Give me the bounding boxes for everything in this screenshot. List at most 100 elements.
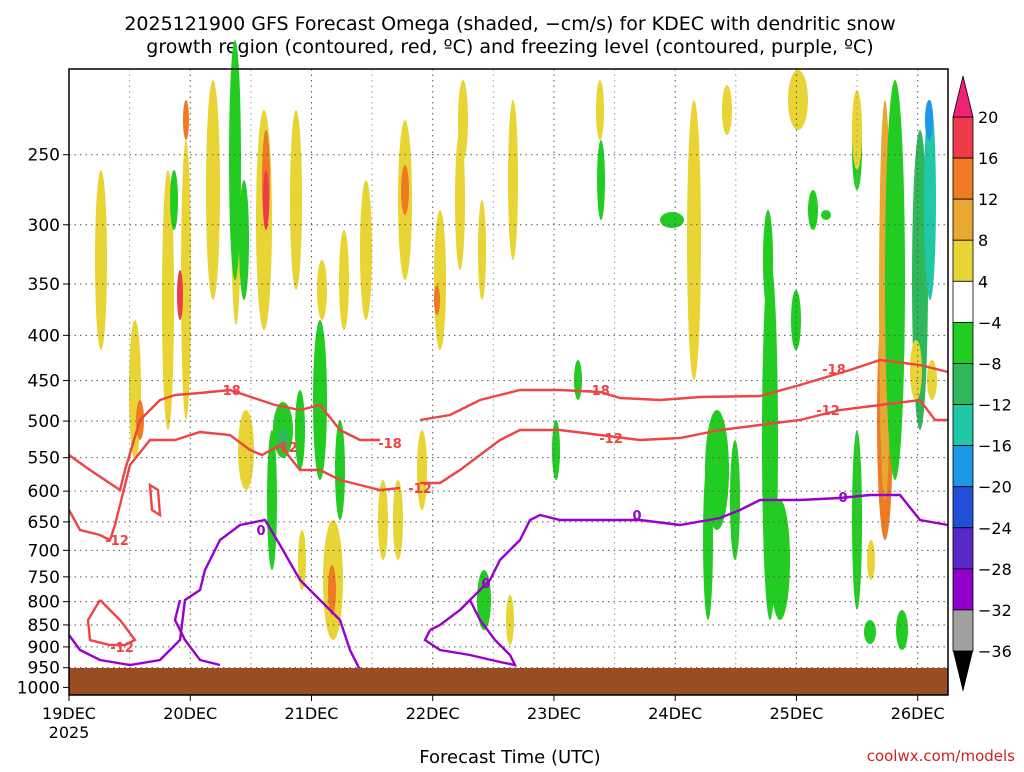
colorbar-swatch <box>952 445 974 488</box>
contour-label: -18 <box>586 384 610 399</box>
omega-shade-cell <box>910 340 922 400</box>
omega-shade-cell <box>660 212 684 228</box>
omega-shade-cell <box>238 410 254 490</box>
contour-label: -12 <box>110 641 134 656</box>
omega-shading <box>95 40 937 650</box>
omega-shade-cell <box>455 130 465 270</box>
omega-shade-cell <box>508 100 518 260</box>
omega-shade-cell <box>317 260 327 320</box>
colorbar-label: −8 <box>978 354 1002 373</box>
omega-shade-cell <box>263 170 269 230</box>
omega-shade-cell <box>763 210 773 310</box>
contour-label: 0 <box>481 577 490 592</box>
omega-shade-cell <box>298 530 306 590</box>
chart-title-line1: 2025121900 GFS Forecast Omega (shaded, −… <box>124 13 895 35</box>
colorbar-label: −36 <box>978 642 1012 661</box>
y-tick-label: 400 <box>28 326 60 346</box>
y-tick-label: 850 <box>28 616 60 636</box>
colorbar-label: −4 <box>978 313 1002 332</box>
omega-shade-cell <box>477 570 491 630</box>
omega-shade-cell <box>434 285 440 315</box>
contour-label: -18 <box>378 437 402 452</box>
contour-line <box>420 398 948 485</box>
omega-shade-cell <box>339 230 349 330</box>
omega-shade-cell <box>206 80 220 300</box>
omega-shade-cell <box>290 110 302 290</box>
omega-shade-cell <box>924 100 936 300</box>
x-tick-label: 25DEC <box>769 704 823 723</box>
plot-frame <box>68 68 949 696</box>
omega-shade-cell <box>328 565 336 615</box>
colorbar-label: −32 <box>978 601 1012 620</box>
omega-shade-cell <box>821 210 831 220</box>
omega-shade-cell <box>867 540 875 580</box>
y-tick-label: 300 <box>28 216 60 236</box>
contour-label: -12 <box>105 534 129 549</box>
omega-shade-cell <box>506 595 514 645</box>
x-tick-label: 24DEC <box>648 704 702 723</box>
omega-shade-cell <box>478 200 486 300</box>
omega-shade-cell <box>177 270 183 320</box>
y-tick-label: 350 <box>28 275 60 295</box>
colorbar-swatch <box>952 363 974 405</box>
contour-label: -12 <box>274 441 298 456</box>
colorbar-swatch <box>952 280 974 323</box>
contour-line <box>173 599 221 667</box>
y-tick-label: 500 <box>28 412 60 432</box>
omega-shade-cell <box>596 80 604 140</box>
omega-shade-cell <box>417 430 427 510</box>
y-tick-label: 600 <box>28 482 60 502</box>
omega-shade-cell <box>885 80 905 480</box>
colorbar-swatch <box>952 198 974 241</box>
x-tick-label: 23DEC <box>527 704 581 723</box>
omega-shade-cell <box>393 480 403 560</box>
contour-label: 0 <box>632 509 641 524</box>
colorbar-swatch <box>952 116 974 159</box>
colorbar-label: 12 <box>978 190 998 209</box>
contour-label: -12 <box>599 432 623 447</box>
colorbar-label: 8 <box>978 231 988 250</box>
colorbar-label: −20 <box>978 478 1012 497</box>
y-tick-label: 250 <box>28 146 60 166</box>
contour-label: -12 <box>816 404 840 419</box>
omega-shade-cell <box>378 480 388 560</box>
x-year-label: 2025 <box>49 723 90 742</box>
contour-line <box>68 518 421 682</box>
colorbar-label: 20 <box>978 108 998 127</box>
omega-shade-cell <box>788 70 808 130</box>
colorbar-label: 4 <box>978 272 988 291</box>
y-tick-label: 750 <box>28 568 60 588</box>
omega-shade-cell <box>927 360 937 400</box>
omega-shade-cell <box>95 170 107 350</box>
omega-shade-cell <box>896 610 908 650</box>
colorbar-label: −16 <box>978 437 1012 456</box>
omega-shade-cell <box>730 440 740 560</box>
y-tick-label: 650 <box>28 513 60 533</box>
colorbar-label: −12 <box>978 396 1012 415</box>
y-tick-label: 450 <box>28 372 60 392</box>
contour-line <box>68 388 380 492</box>
colorbar-swatch <box>952 321 974 364</box>
y-tick-label: 800 <box>28 593 60 613</box>
omega-shade-cell <box>864 620 876 644</box>
contour-label: -18 <box>217 384 241 399</box>
contour-line <box>67 430 401 542</box>
omega-shade-cell <box>183 100 189 140</box>
y-tick-label: 950 <box>28 659 60 679</box>
colorbar-swatch <box>952 239 974 282</box>
x-tick-label: 26DEC <box>891 704 945 723</box>
omega-shade-cell <box>162 170 174 430</box>
colorbar-label: 16 <box>978 149 998 168</box>
contour-label: 0 <box>256 524 265 539</box>
omega-shade-cell <box>808 190 818 230</box>
omega-shade-cell <box>791 290 801 350</box>
y-tick-label: 700 <box>28 541 60 561</box>
omega-shade-cell <box>170 170 178 230</box>
x-axis: 19DEC 20DEC 21DEC 22DEC 23DEC 24DEC 25DEC 26DEC <box>42 695 945 723</box>
grid-lines <box>68 69 948 695</box>
colorbar-bottom-arrow <box>953 651 973 692</box>
omega-shade-cell <box>770 500 790 620</box>
x-tick-label: 21DEC <box>284 704 338 723</box>
